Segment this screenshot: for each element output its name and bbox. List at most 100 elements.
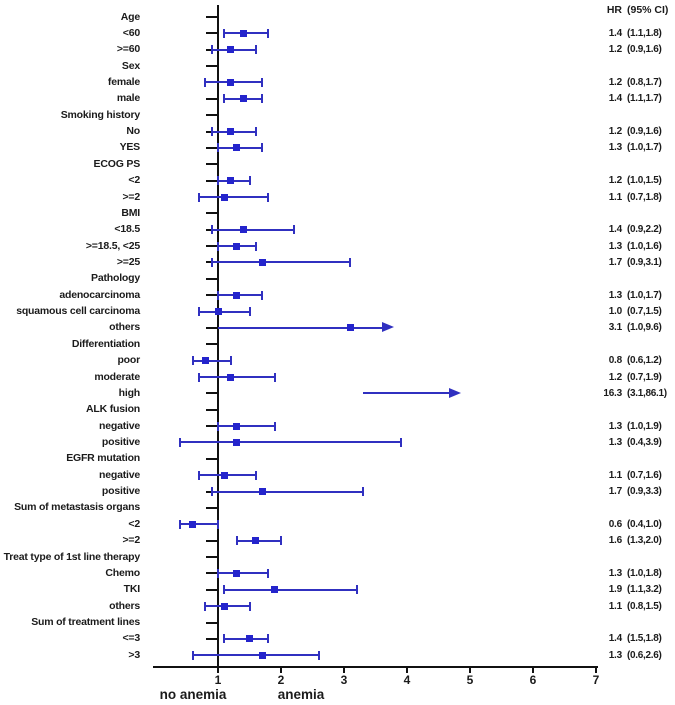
x-axis-tick-label: 3 xyxy=(340,673,348,687)
axis-row-tick xyxy=(206,392,218,395)
ci-cap-right xyxy=(254,127,257,137)
ci-value: (0.9,3.3) xyxy=(627,486,662,498)
ci-cap-left xyxy=(210,487,213,497)
row-label: male xyxy=(116,92,140,105)
axis-row-tick xyxy=(206,343,218,346)
hr-marker xyxy=(233,144,241,152)
hr-value: 1.1 xyxy=(608,469,623,481)
ci-value: (1.0,1.9) xyxy=(627,420,662,432)
ci-cap-left xyxy=(235,536,238,546)
row-label: YES xyxy=(119,141,141,154)
row-label: <=3 xyxy=(122,632,140,645)
ci-value: (1.1,1.8) xyxy=(627,27,662,39)
ci-value: (0.8,1.7) xyxy=(627,76,662,88)
axis-row-tick xyxy=(206,32,218,35)
row-label: >=2 xyxy=(122,534,140,547)
hr-value: 1.3 xyxy=(608,142,623,154)
ci-cap-left xyxy=(191,650,194,660)
row-label: moderate xyxy=(94,370,140,383)
ci-value: (0.6,2.6) xyxy=(627,649,662,661)
hr-value: 16.3 xyxy=(603,387,622,399)
axis-row-tick xyxy=(206,539,218,542)
ci-cap-right xyxy=(361,487,364,497)
hr-marker xyxy=(220,602,228,610)
ci-cap-left xyxy=(223,585,226,595)
ci-line xyxy=(199,196,269,198)
ci-cap-left xyxy=(217,241,219,251)
row-label: Chemo xyxy=(105,566,140,579)
hr-value: 1.7 xyxy=(608,486,623,498)
ci-cap-right xyxy=(254,470,257,480)
hr-marker xyxy=(189,520,197,528)
ci-cap-left xyxy=(198,372,201,382)
axis-row-tick xyxy=(206,326,218,329)
axis-row-tick xyxy=(206,245,218,248)
ci-value: (0.7,1.6) xyxy=(627,469,662,481)
ci-cap-right xyxy=(254,45,257,55)
hr-value: 1.3 xyxy=(608,289,623,301)
x-axis-tick xyxy=(406,668,408,673)
ci-line xyxy=(218,326,389,329)
hr-marker xyxy=(258,651,266,659)
hr-marker xyxy=(233,569,241,577)
hr-marker xyxy=(220,193,228,201)
ci-value: (1.1,1.7) xyxy=(627,93,662,105)
ci-cap-right xyxy=(355,585,358,595)
row-label: adenocarcinoma xyxy=(59,288,140,301)
row-label: <18.5 xyxy=(114,223,140,236)
x-axis-line xyxy=(153,666,598,668)
reference-line-hr-1 xyxy=(217,5,219,668)
hr-value: 1.4 xyxy=(608,93,623,105)
row-label: squamous cell carcinoma xyxy=(16,305,140,318)
ci-cap-left xyxy=(217,143,219,153)
ci-cap-left xyxy=(198,307,201,317)
hr-value: 1.3 xyxy=(608,649,623,661)
axis-group-label-anemia: anemia xyxy=(277,687,325,702)
hr-value: 3.1 xyxy=(608,322,623,334)
axis-row-tick xyxy=(206,425,218,428)
group-row-label: ECOG PS xyxy=(93,157,141,170)
axis-row-tick xyxy=(206,408,218,411)
x-axis-tick xyxy=(595,668,597,673)
group-row-label: Sum of treatment lines xyxy=(31,616,140,628)
ci-cap-right xyxy=(217,519,219,529)
axis-row-tick xyxy=(206,637,218,640)
hr-value: 1.6 xyxy=(608,535,623,547)
hr-value: 1.3 xyxy=(608,240,623,252)
ci-cap-left xyxy=(223,28,226,38)
row-label: negative xyxy=(99,419,140,432)
ci-column-header: (95% CI) xyxy=(627,4,669,16)
ci-value: (1.0,1.6) xyxy=(627,240,662,252)
row-label: others xyxy=(109,321,140,334)
arrow-head xyxy=(382,322,395,333)
hr-marker xyxy=(233,422,241,430)
hr-marker xyxy=(233,291,241,299)
axis-row-tick xyxy=(206,16,218,18)
hr-marker xyxy=(227,128,235,136)
x-axis-tick xyxy=(217,668,219,673)
hr-value: 1.3 xyxy=(608,420,623,432)
hr-value: 1.4 xyxy=(608,27,623,39)
ci-value: (1.0,1.7) xyxy=(627,142,662,154)
hr-marker xyxy=(258,258,266,266)
ci-cap-left xyxy=(210,127,213,137)
ci-line xyxy=(180,523,218,526)
row-label: others xyxy=(109,599,140,612)
ci-cap-left xyxy=(217,568,219,578)
ci-cap-left xyxy=(223,94,226,104)
ci-value: (0.7,1.5) xyxy=(627,306,662,318)
row-label: TKI xyxy=(123,583,141,596)
hr-value: 1.9 xyxy=(608,584,623,596)
axis-row-tick xyxy=(206,621,218,624)
hr-marker xyxy=(227,373,235,381)
ci-value: (0.8,1.5) xyxy=(627,600,662,612)
ci-cap-left xyxy=(210,257,213,267)
group-row-label: Age xyxy=(120,10,140,23)
hr-value: 1.4 xyxy=(608,224,623,236)
ci-value: (1.0,1.7) xyxy=(627,289,662,301)
x-axis-tick xyxy=(532,668,534,673)
ci-value: (0.9,2.2) xyxy=(627,224,662,236)
hr-value: 1.1 xyxy=(608,191,623,203)
group-row-label: Sum of metastasis organs xyxy=(14,501,140,514)
